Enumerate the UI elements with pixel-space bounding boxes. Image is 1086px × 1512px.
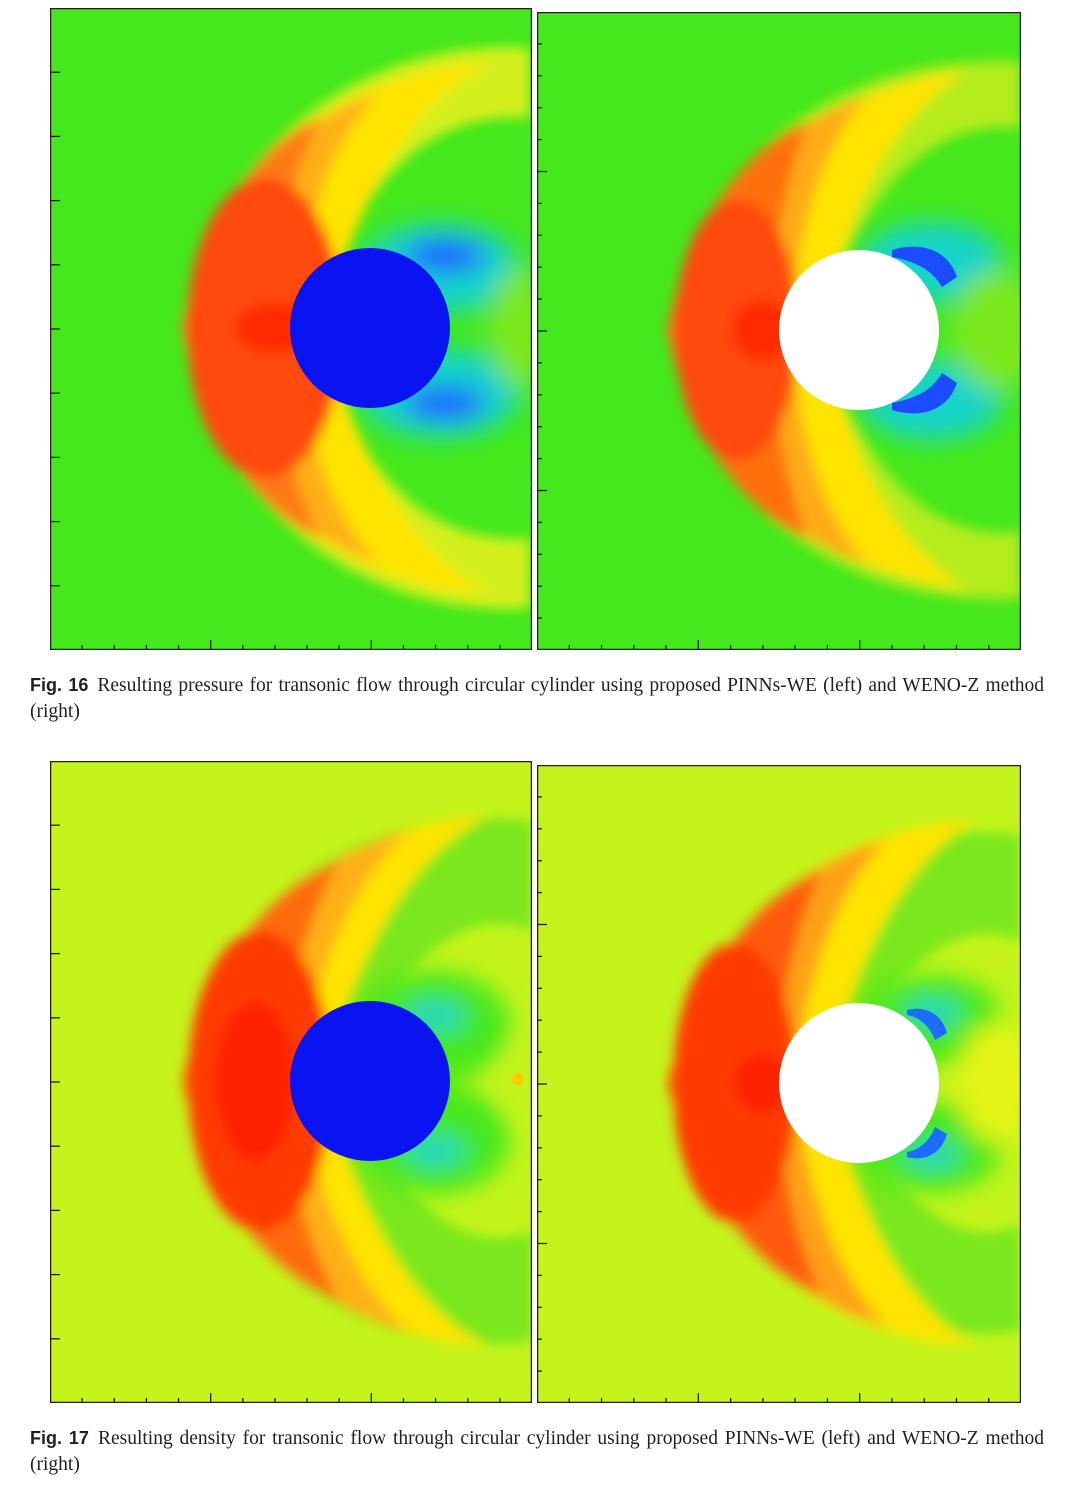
fig16-left-contour	[50, 8, 532, 650]
fig16-caption-text: Resulting pressure for transonic flow th…	[30, 675, 1044, 722]
cylinder	[290, 1001, 450, 1161]
fig16-label: Fig. 16	[30, 675, 89, 695]
fig17-caption-text: Resulting density for transonic flow thr…	[30, 1428, 1044, 1475]
fig16-caption: Fig. 16 Resulting pressure for transonic …	[30, 672, 1044, 725]
cylinder	[290, 248, 450, 408]
fig16-right-panel	[537, 12, 1021, 650]
fig17-right-contour	[537, 765, 1021, 1403]
fig17-right-panel	[537, 765, 1021, 1403]
fig17-left-panel	[50, 761, 532, 1403]
fig16-left-panel	[50, 8, 532, 650]
fig16-right-contour	[537, 12, 1021, 650]
fig17-caption: Fig. 17 Resulting density for transonic f…	[30, 1425, 1044, 1478]
cylinder	[779, 1003, 939, 1163]
fig17-left-contour	[50, 761, 532, 1403]
fig17-label: Fig. 17	[30, 1428, 89, 1448]
cylinder	[779, 250, 939, 410]
